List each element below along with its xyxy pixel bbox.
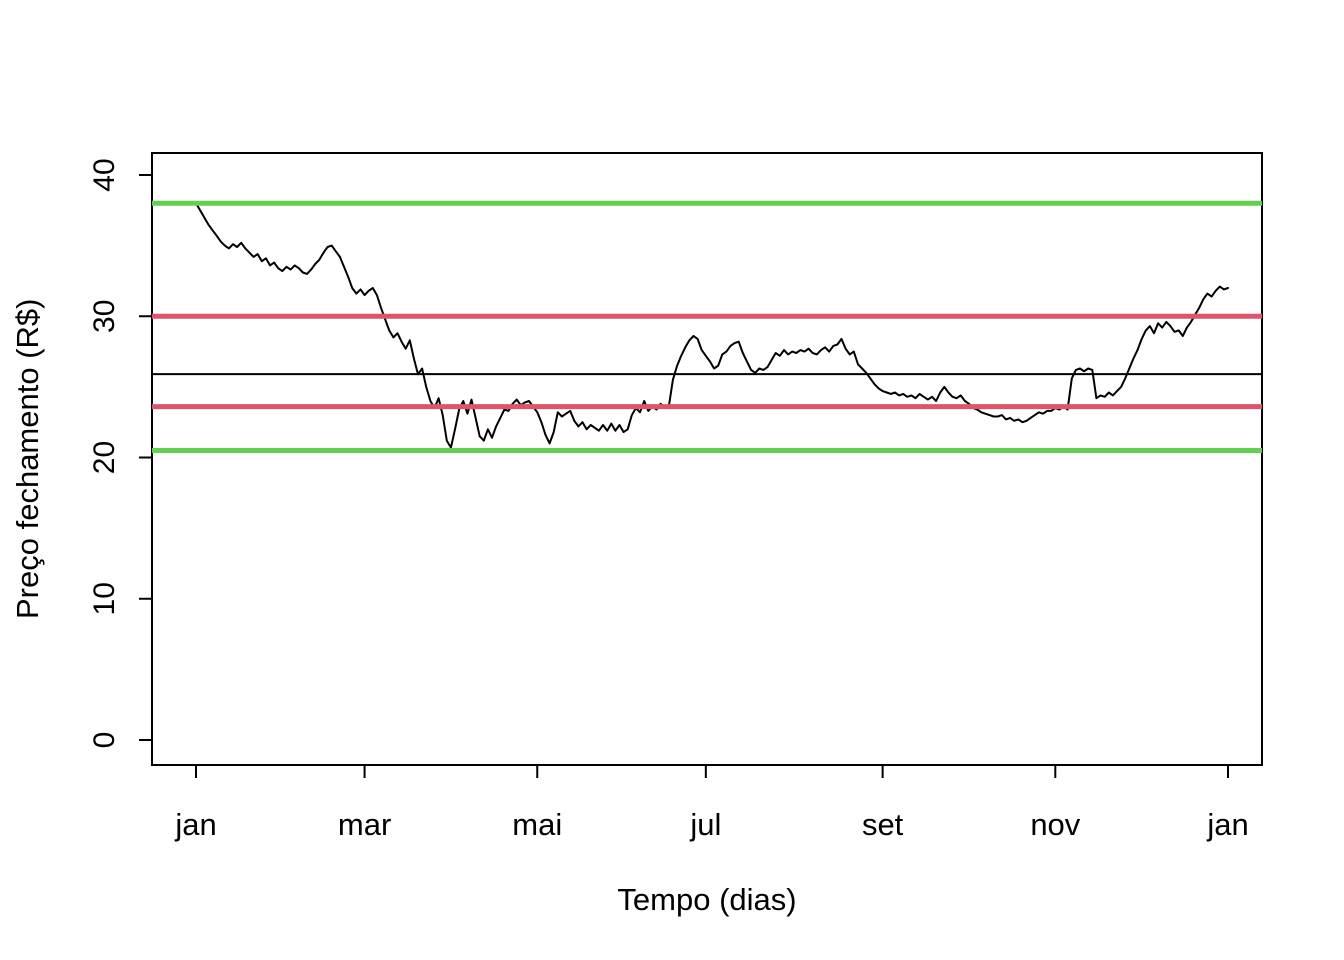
x-tick-label: jan <box>1206 807 1248 842</box>
y-tick-label: 20 <box>88 441 121 474</box>
y-tick-label: 10 <box>88 582 121 615</box>
y-tick-label: 30 <box>88 300 121 333</box>
price-series-line <box>195 202 1229 449</box>
x-tick-label: jan <box>174 807 216 842</box>
x-tick-label: mar <box>338 807 391 842</box>
y-tick-label: 0 <box>88 732 121 749</box>
x-tick-label: nov <box>1030 807 1080 842</box>
y-axis-title: Preço fechamento (R$) <box>10 298 45 620</box>
x-tick-label: mai <box>512 807 562 842</box>
x-tick-label: jul <box>689 807 721 842</box>
x-tick-label: set <box>862 807 904 842</box>
x-axis-title: Tempo (dias) <box>617 882 797 917</box>
y-tick-label: 40 <box>88 158 121 191</box>
plot-box <box>151 152 1263 766</box>
